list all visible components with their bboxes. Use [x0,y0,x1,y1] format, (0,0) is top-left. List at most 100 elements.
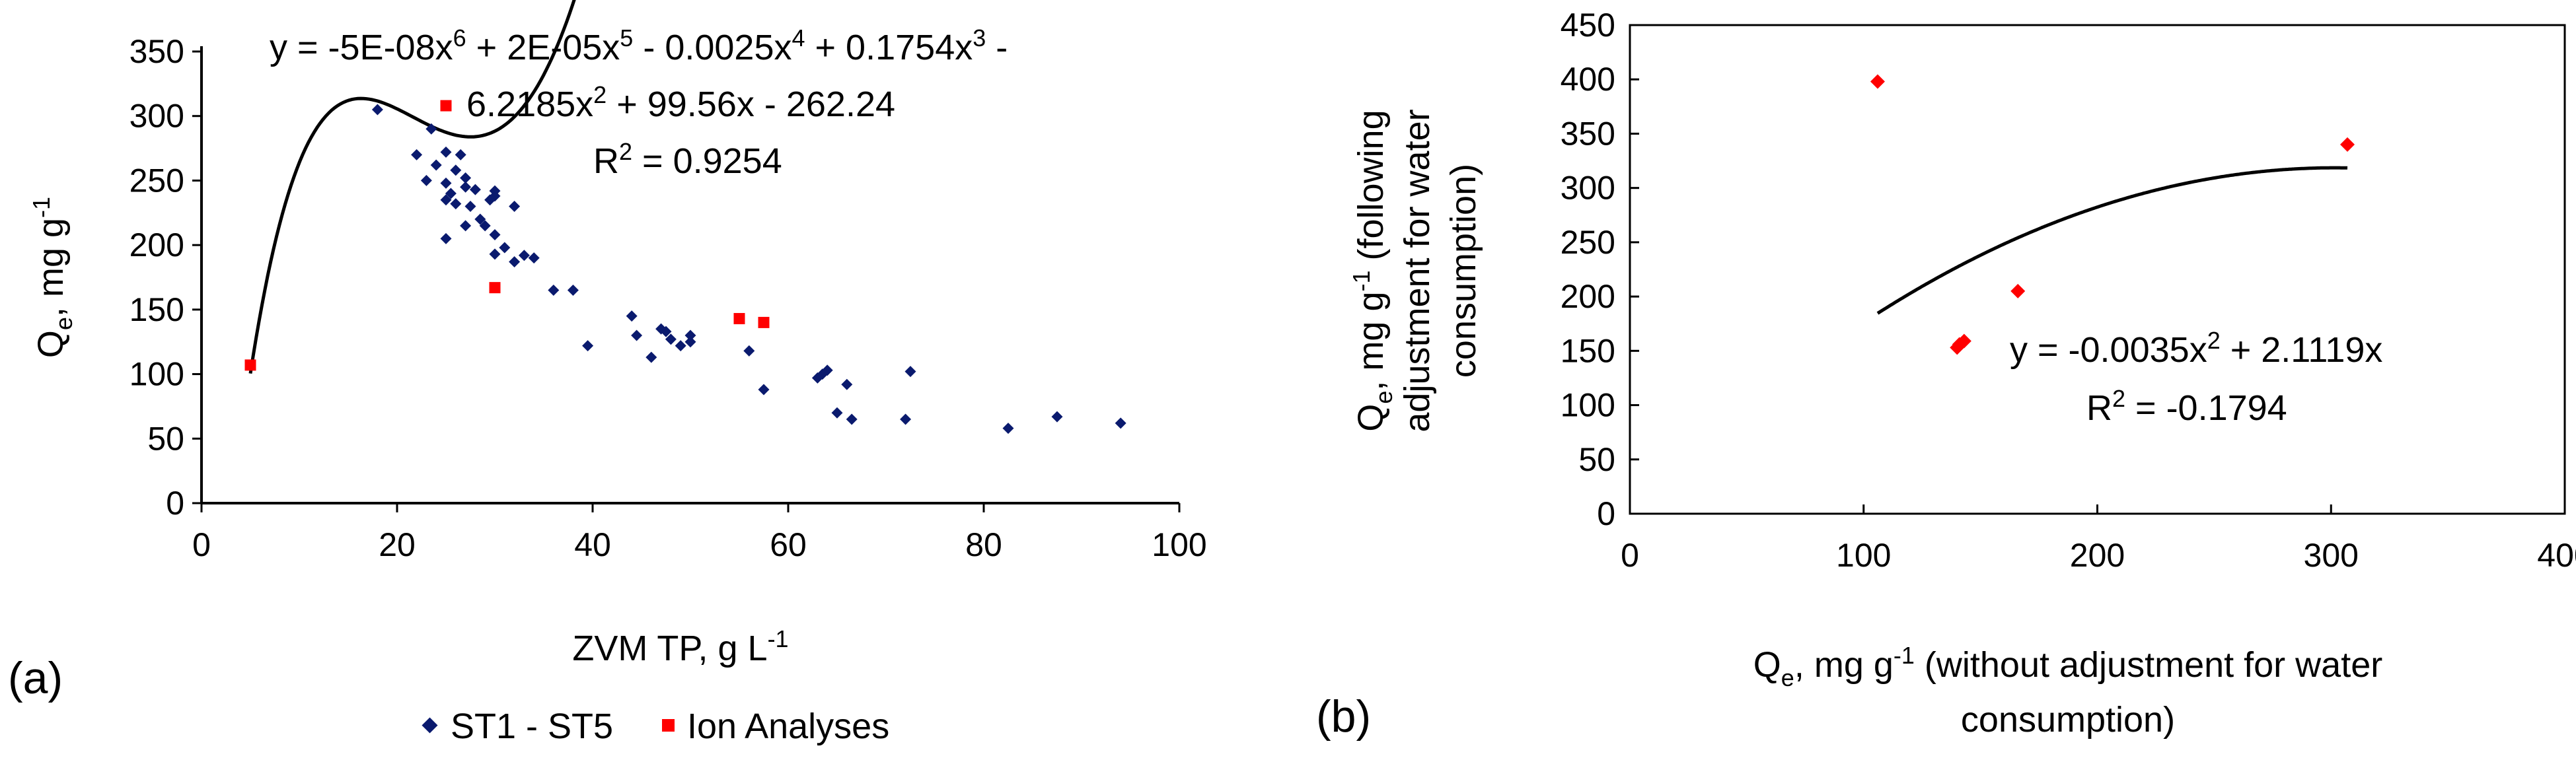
chart-b-panel-label: (b) [1316,691,1371,742]
legend-marker-ion-analyses [662,719,675,732]
y-tick-label: 450 [1561,7,1615,44]
chart-a-points [244,100,1126,434]
data-point [758,316,770,328]
data-point [479,220,491,232]
data-point [900,413,912,425]
x-tick-label: 0 [1621,537,1639,574]
legend-marker-st1-st5 [422,717,438,734]
data-point [489,190,501,202]
chart-b-xlabel-line1: Qe, mg g-1 (without adjustment for water [1753,642,2382,691]
data-point [460,181,472,193]
y-tick-label: 400 [1561,61,1615,98]
y-tick-label: 50 [147,420,184,457]
data-point [1115,417,1126,429]
y-tick-label: 300 [129,98,184,135]
chart-b-ylabel-line2: adjustment for water [1397,109,1437,432]
data-point [733,313,745,325]
data-point [645,351,657,363]
chart-a-x-ticks: 0 20 40 60 80 100 [192,503,1207,563]
data-point [2010,283,2026,298]
chart-a-equation-line1: y = -5E-08x6 + 2E-05x5 - 0.0025x4 + 0.17… [270,24,1008,67]
data-point [684,336,696,348]
data-point [411,149,423,160]
chart-a-legend: ST1 - ST5 Ion Analyses [422,707,889,746]
chart-a-panel-label: (a) [8,653,63,703]
data-point [509,256,521,268]
y-tick-label: 50 [1578,441,1615,478]
data-point [489,229,501,241]
data-point [626,310,638,322]
x-tick-label: 20 [379,526,416,563]
chart-a: 0 50 100 150 200 250 300 350 0 20 40 60 80 100 y = -… [8,0,1207,746]
y-tick-label: 250 [129,162,184,199]
data-point [440,146,452,158]
data-point [509,201,521,213]
data-point [440,194,452,206]
chart-b-plot-frame [1629,24,2566,515]
x-tick-label: 100 [1836,537,1891,574]
y-tick-label: 150 [129,291,184,328]
data-point [518,250,530,261]
y-tick-label: 200 [129,226,184,263]
x-tick-label: 100 [1152,526,1206,563]
data-point [1002,423,1014,434]
y-tick-label: 350 [129,33,184,70]
data-point [450,164,462,176]
y-tick-label: 150 [1561,332,1615,369]
chart-a-y-ticks: 0 50 100 150 200 250 300 350 [129,33,202,522]
data-point [548,285,560,296]
y-tick-label: 250 [1561,224,1615,261]
chart-b-y-ticks: 0 50 100 150 200 250 300 350 400 450 [1561,7,1639,532]
y-tick-label: 100 [1561,387,1615,424]
x-tick-label: 60 [770,526,807,563]
data-point [743,345,755,357]
chart-b-xlabel-line2: consumption) [1961,700,2175,740]
chart-b: 0 50 100 150 200 250 300 350 400 450 0 100 200 300 40… [1316,7,2576,742]
data-point [846,413,858,425]
chart-b-ylabel-line1: Qe, mg g-1 (following [1348,110,1397,431]
data-point [430,159,442,171]
data-point [489,282,501,294]
data-point [420,174,432,186]
data-point [631,329,643,341]
data-point [831,407,843,419]
x-tick-label: 40 [574,526,611,563]
data-point [758,384,770,396]
chart-b-equation: y = -0.0035x2 + 2.1119x [2010,327,2382,370]
data-point [440,177,452,189]
x-tick-label: 80 [965,526,1002,563]
data-point [464,201,476,213]
chart-b-x-ticks: 0 100 200 300 400 [1621,504,2576,574]
data-point [455,149,466,160]
chart-a-trendline [248,0,576,374]
data-point [460,220,472,232]
data-point [684,329,696,341]
y-tick-label: 0 [166,485,184,522]
data-point [489,248,501,260]
chart-b-ylabel: Qe, mg g-1 (following adjustment for wat… [1348,109,1483,432]
y-tick-label: 200 [1561,278,1615,315]
data-point [440,100,452,112]
data-point [2340,137,2355,152]
data-point [665,333,677,345]
data-point [841,378,853,390]
chart-b-ylabel-line3: consumption) [1444,164,1483,378]
y-tick-label: 100 [129,356,184,393]
chart-a-ylabel: Qe, mg g-1 [28,197,77,358]
data-point [474,213,486,225]
data-point [440,232,452,244]
data-point [567,285,579,296]
x-tick-label: 300 [2304,537,2359,574]
chart-a-r2: R2 = 0.9254 [593,138,782,181]
x-tick-label: 200 [2070,537,2125,574]
y-tick-label: 350 [1561,115,1615,152]
data-point [244,359,256,371]
chart-a-equation-line2: 6.2185x2 + 99.56x - 262.24 [466,81,895,124]
data-point [1870,74,1885,89]
data-point [675,340,686,352]
data-point [469,184,481,195]
data-point [904,366,916,378]
data-point [582,340,594,352]
data-point [450,198,462,210]
